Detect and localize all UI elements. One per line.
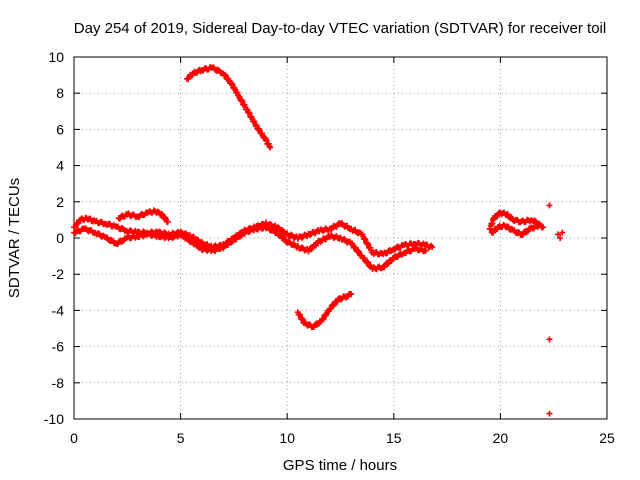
data-point-marker [429,244,436,251]
data-point-marker [75,219,82,226]
y-tick-label: -2 [52,266,65,282]
data-point-marker [422,247,429,254]
data-point-marker [334,298,341,305]
x-tick-label: 0 [70,430,78,446]
data-points [71,64,566,417]
data-point-marker [535,222,542,229]
x-tick-label: 5 [177,430,185,446]
y-tick-label: 10 [48,49,64,65]
data-point-marker [557,235,564,241]
y-tick-label: 6 [56,121,64,137]
data-point-marker [356,249,363,256]
data-point-marker [508,214,515,221]
x-axis-ticks: 0 5 10 15 20 25 [70,57,615,446]
data-point-marker [221,71,228,78]
data-point-marker [348,291,355,298]
y-tick-label: -4 [52,302,65,318]
y-tick-label: -10 [44,411,64,427]
data-point-marker [531,217,538,224]
data-point-marker [546,410,553,417]
data-point-marker [164,218,171,225]
data-point-marker [274,224,281,231]
x-axis-label: GPS time / hours [283,457,397,474]
data-point-marker [228,239,235,246]
data-point-marker [554,231,561,238]
y-tick-label: 4 [56,158,64,174]
y-tick-label: -6 [52,339,65,355]
chart-title: Day 254 of 2019, Sidereal Day-to-day VTE… [74,20,606,37]
y-axis-label: SDTVAR / TECUs [6,178,23,298]
x-tick-label: 20 [493,430,509,446]
x-tick-label: 25 [599,430,615,446]
data-point-marker [365,259,372,266]
y-axis-ticks: 10 8 6 4 2 0 -2 -4 -6 -8 -10 [44,49,607,427]
data-point-marker [267,144,274,151]
y-tick-label: -8 [52,375,65,391]
data-point-marker [546,336,553,343]
x-tick-label: 15 [386,430,402,446]
y-tick-label: 2 [56,194,64,210]
data-point-marker [540,224,547,231]
data-point-marker [559,229,566,236]
y-tick-label: 0 [56,230,64,246]
y-tick-label: 8 [56,85,64,101]
data-point-marker [546,202,553,209]
data-point-marker [355,248,362,255]
x-tick-label: 10 [279,430,295,446]
